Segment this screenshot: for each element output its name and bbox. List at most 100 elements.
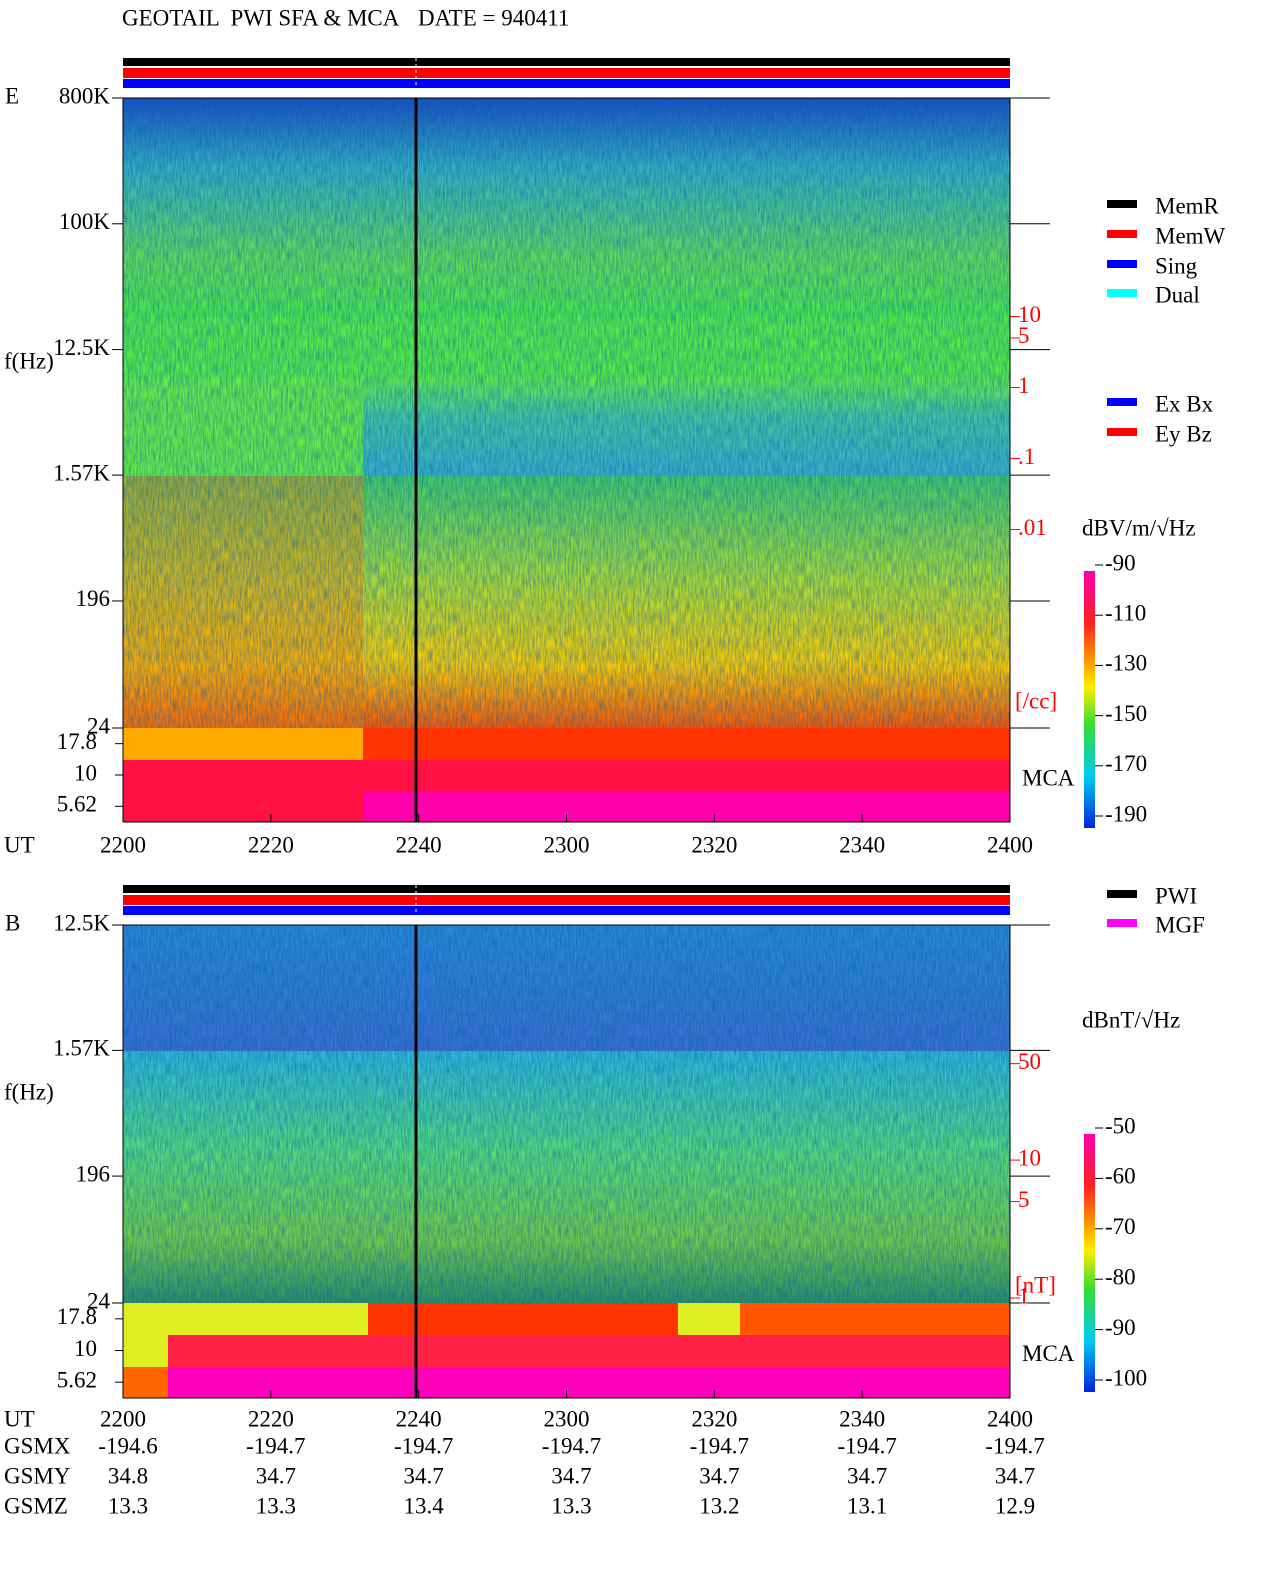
orbit-value: 13.4 — [404, 1493, 445, 1518]
legend-label: MGF — [1155, 912, 1205, 937]
x-tick-label: 2340 — [839, 1406, 885, 1431]
mca-label: MCA — [1022, 1341, 1075, 1366]
colorbar-tick-label: -190 — [1105, 801, 1147, 826]
orbit-value: 13.3 — [551, 1493, 591, 1518]
legend-swatch — [1107, 200, 1137, 208]
orbit-value: 12.9 — [995, 1493, 1035, 1518]
legend-label: MemW — [1155, 223, 1226, 248]
y2-axis-label: [/cc] — [1015, 688, 1057, 713]
orbit-value: 34.7 — [256, 1463, 296, 1488]
y-axis-label: f(Hz) — [4, 1079, 54, 1104]
x-tick-label: 2240 — [396, 1406, 442, 1431]
y-tick-label: 100K — [59, 209, 111, 234]
orbit-value: 34.8 — [108, 1463, 148, 1488]
orbit-value: -194.7 — [394, 1433, 453, 1458]
y-tick-label: 24 — [87, 713, 111, 738]
orbit-value: -194.6 — [98, 1433, 157, 1458]
legend-label: PWI — [1155, 883, 1197, 908]
y2-tick-label: 5 — [1018, 323, 1030, 348]
status-bar — [123, 906, 1010, 915]
mca-channel-label: 10 — [74, 760, 97, 785]
y2-tick-label: 10 — [1018, 302, 1041, 327]
legend-swatch — [1107, 230, 1137, 238]
orbit-value: -194.7 — [542, 1433, 601, 1458]
status-bar — [123, 885, 1010, 893]
orbit-name: GSMY — [4, 1463, 71, 1488]
colorbar-tick-label: -130 — [1105, 651, 1147, 676]
orbit-value: 13.1 — [847, 1493, 887, 1518]
orbit-value: 34.7 — [699, 1463, 739, 1488]
legend-label: Ey Bz — [1155, 421, 1212, 446]
y-tick-label: 24 — [87, 1288, 111, 1313]
orbit-value: 13.2 — [699, 1493, 739, 1518]
legend-swatch — [1107, 428, 1137, 436]
x-tick-label: 2400 — [987, 1406, 1033, 1431]
x-tick-label: 2400 — [987, 832, 1033, 857]
orbit-value: -194.7 — [985, 1433, 1044, 1458]
legend-swatch — [1107, 289, 1137, 297]
legend-swatch — [1107, 398, 1137, 406]
orbit-value: 34.7 — [995, 1463, 1035, 1488]
status-bar — [123, 58, 1010, 66]
spectrogram-e — [123, 98, 1010, 822]
y-tick-label: 196 — [76, 1161, 111, 1186]
mca-channel-label: 17.8 — [57, 729, 97, 754]
colorbar-tick-label: -110 — [1105, 600, 1146, 625]
colorbar-label: dBV/m/√Hz — [1082, 515, 1196, 540]
status-bar — [123, 895, 1010, 905]
orbit-value: 13.3 — [108, 1493, 148, 1518]
orbit-value: -194.7 — [690, 1433, 749, 1458]
title: GEOTAIL PWI SFA & MCA — [122, 5, 400, 30]
colorbar — [1084, 1134, 1095, 1392]
y2-tick-label: 1 — [1018, 373, 1030, 398]
x-axis-label: UT — [4, 1406, 35, 1431]
colorbar-label: dBnT/√Hz — [1082, 1007, 1180, 1032]
panel-label: B — [5, 910, 20, 935]
x-tick-label: 2300 — [544, 832, 590, 857]
orbit-value: -194.7 — [837, 1433, 896, 1458]
status-bar — [123, 68, 1010, 78]
y-tick-label: 12.5K — [53, 335, 110, 360]
colorbar-tick-label: -100 — [1105, 1365, 1147, 1390]
mca-channel-label: 10 — [74, 1336, 97, 1361]
mca-channel-label: 5.62 — [57, 792, 97, 817]
legend-label: MemR — [1155, 193, 1220, 218]
legend-swatch — [1107, 890, 1137, 898]
colorbar-tick-label: -90 — [1105, 1315, 1136, 1340]
x-tick-label: 2220 — [248, 1406, 294, 1431]
y-tick-label: 1.57K — [53, 460, 110, 485]
y-tick-label: 12.5K — [53, 910, 110, 935]
orbit-value: 34.7 — [551, 1463, 591, 1488]
date: DATE = 940411 — [418, 5, 569, 30]
y2-axis-label: [nT] — [1015, 1272, 1056, 1297]
colorbar-tick-label: -50 — [1105, 1113, 1136, 1138]
colorbar-tick-label: -70 — [1105, 1214, 1136, 1239]
mca-channel-label: 17.8 — [57, 1304, 97, 1329]
x-tick-label: 2220 — [248, 832, 294, 857]
y2-tick-label: 10 — [1018, 1145, 1041, 1170]
legend-label: Dual — [1155, 282, 1200, 307]
x-tick-label: 2200 — [100, 832, 146, 857]
x-tick-label: 2300 — [544, 1406, 590, 1431]
x-tick-label: 2240 — [396, 832, 442, 857]
colorbar — [1084, 571, 1095, 828]
y2-tick-label: .1 — [1018, 444, 1035, 469]
legend-swatch — [1107, 260, 1137, 268]
panel-label: E — [5, 83, 19, 108]
x-tick-label: 2340 — [839, 832, 885, 857]
y-tick-label: 196 — [76, 586, 111, 611]
colorbar-tick-label: -150 — [1105, 701, 1147, 726]
colorbar-tick-label: -90 — [1105, 550, 1136, 575]
legend-swatch — [1107, 919, 1137, 927]
spectrogram-b — [123, 925, 1010, 1398]
x-axis-label: UT — [4, 832, 35, 857]
y-tick-label: 1.57K — [53, 1036, 110, 1061]
y-axis-label: f(Hz) — [4, 348, 54, 373]
x-tick-label: 2320 — [691, 832, 737, 857]
y2-tick-label: .01 — [1018, 515, 1047, 540]
orbit-value: 13.3 — [256, 1493, 296, 1518]
orbit-value: 34.7 — [404, 1463, 444, 1488]
mca-label: MCA — [1022, 765, 1075, 790]
